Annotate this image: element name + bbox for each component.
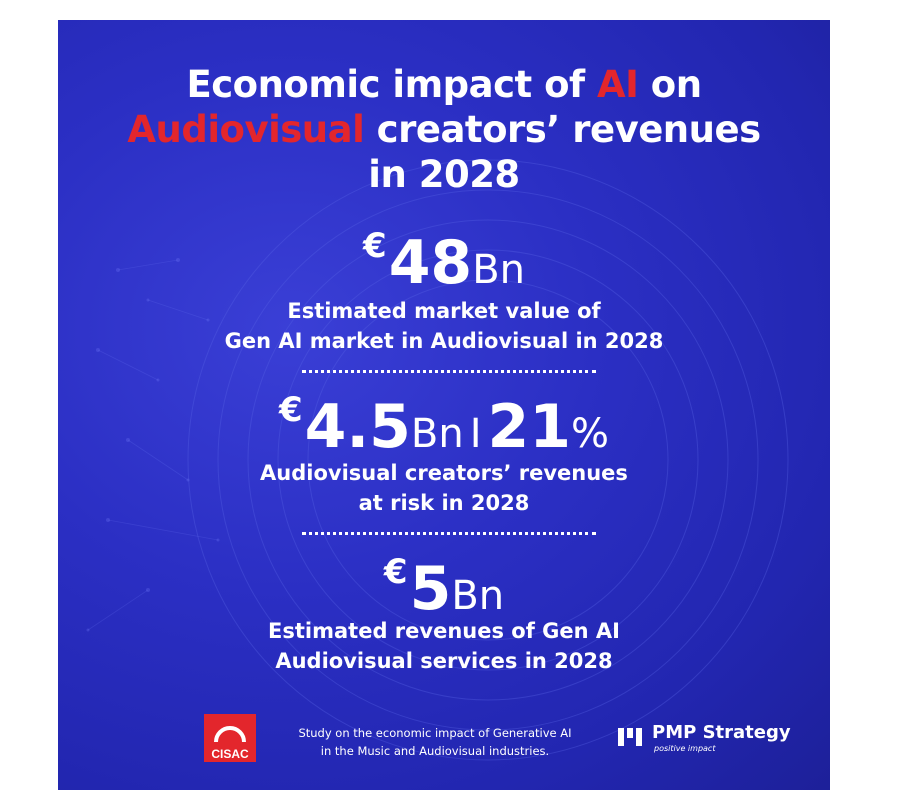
description-line: Audiovisual creators’ revenues [260,461,628,485]
stat-revenues-at-risk-description: Audiovisual creators’ revenues at risk i… [58,458,830,518]
pmp-tagline: positive impact [654,744,716,753]
description-line: Gen AI market in Audiovisual in 2028 [224,329,664,353]
description-line: Audiovisual services in 2028 [275,649,613,673]
stat-market-value: €48Bn [58,226,830,298]
stat-number: 48 [388,228,473,298]
infographic-title: Economic impact of AI on Audiovisual cre… [58,62,830,197]
title-line1-pre: Economic impact of [186,63,597,106]
description-line: at risk in 2028 [358,491,530,515]
stat-percent-number: 21 [487,392,572,462]
dotted-divider [302,532,596,535]
stat-number: 5 [409,554,452,624]
study-caption: Study on the economic impact of Generati… [280,724,590,760]
stat-separator: I [469,411,482,457]
stat-currency: € [383,552,408,592]
stat-currency: € [278,390,303,430]
title-line1-post: on [638,63,702,106]
pmp-strategy-logo: PMP Strategy positive impact [618,722,798,758]
stat-currency: € [363,226,387,266]
title-line2-post: creators’ revenues [364,108,761,151]
stat-unit: Bn [472,247,525,293]
study-caption-line: in the Music and Audiovisual industries. [320,744,550,758]
cisac-logo: CISAC [204,714,256,762]
stat-revenues-at-risk: €4.5Bn I 21% [58,390,830,462]
cisac-logo-text: CISAC [211,747,249,761]
title-highlight-ai: AI [596,63,639,106]
background-globe-decoration [86,159,789,761]
stat-percent-symbol: % [571,411,610,457]
study-caption-line: Study on the economic impact of Generati… [298,726,572,740]
title-line3: in 2028 [368,153,520,196]
stat-services-revenues-description: Estimated revenues of Gen AI Audiovisual… [58,616,830,676]
stat-services-revenues: €5Bn [58,552,830,624]
infographic-poster: Economic impact of AI on Audiovisual cre… [58,20,830,790]
stat-unit: Bn [451,573,505,619]
pmp-name: PMP Strategy [652,722,791,743]
description-line: Estimated revenues of Gen AI [268,619,620,643]
title-highlight-audiovisual: Audiovisual [127,108,365,151]
stat-market-value-description: Estimated market value of Gen AI market … [58,296,830,356]
dotted-divider [302,370,596,373]
stat-unit: Bn [410,411,464,457]
pmp-logo-icon [618,728,642,746]
stat-number: 4.5 [304,392,411,462]
description-line: Estimated market value of [287,299,601,323]
